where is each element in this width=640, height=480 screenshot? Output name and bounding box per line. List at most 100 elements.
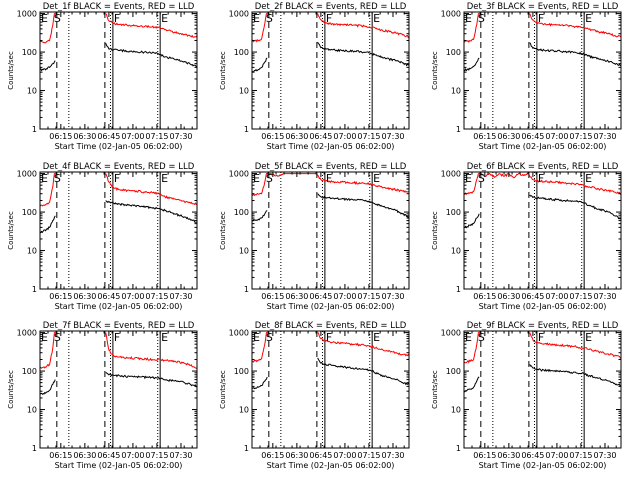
x-tick-label: 06:30 (73, 132, 96, 141)
y-tick-label: 1 (456, 285, 461, 294)
x-tick-label: 06:30 (497, 292, 520, 301)
y-tick-label: 100 (446, 208, 461, 217)
x-axis-label: Start Time (02-Jan-05 06:02:00) (267, 302, 395, 311)
x-tick-label: 06:30 (497, 132, 520, 141)
y-axis-label: Counts/sec (219, 51, 227, 90)
chart-panel-2: Det_2f BLACK = Events, RED = LLD 1 10 100 10… (219, 2, 410, 151)
phase-marker-label: S (478, 172, 485, 185)
x-tick-label: 07:15 (357, 132, 380, 141)
x-axis-label: Start Time (02-Jan-05 06:02:00) (479, 142, 607, 151)
x-tick-label: 07:30 (593, 292, 616, 301)
chart-panel-7: Det_7f BLACK = Events, RED = LLD 1 10 100 10… (7, 321, 198, 470)
y-axis-label: Counts/sec (7, 370, 15, 409)
x-tick-label: 07:00 (333, 132, 356, 141)
x-tick-label: 06:15 (473, 451, 496, 460)
x-axis-label: Start Time (02-Jan-05 06:02:00) (55, 142, 183, 151)
y-tick-label: 10 (27, 247, 37, 256)
y-tick-label: 10 (239, 87, 249, 96)
chart-title: Det_8f BLACK = Events, RED = LLD (255, 321, 407, 331)
chart-panel-5: Det_5f BLACK = Events, RED = LLD 1 10 100 10… (219, 162, 410, 311)
y-tick-label: 10 (451, 87, 461, 96)
y-tick-label: 1000 (441, 329, 461, 338)
phase-marker-label: F (326, 331, 332, 344)
series-lld-line (252, 332, 410, 363)
x-tick-label: 07:15 (569, 292, 592, 301)
phase-marker-label: E (585, 12, 592, 25)
series-lld-line (39, 13, 198, 44)
x-axis-label: Start Time (02-Jan-05 06:02:00) (55, 302, 183, 311)
phase-marker-label: S (266, 331, 273, 344)
x-tick-label: 06:30 (285, 292, 308, 301)
phase-marker-label: E (465, 12, 472, 25)
phase-marker-label: E (253, 12, 260, 25)
phase-marker-label: E (373, 331, 380, 344)
series-lld-line (39, 332, 198, 369)
x-tick-label: 07:00 (121, 292, 144, 301)
x-tick-label: 06:45 (309, 292, 332, 301)
x-tick-label: 07:30 (169, 132, 192, 141)
phase-marker-label: F (538, 12, 544, 25)
chart-title: Det_3f BLACK = Events, RED = LLD (467, 2, 619, 12)
y-tick-label: 100 (22, 48, 37, 57)
y-tick-label: 10 (239, 247, 249, 256)
x-tick-label: 06:15 (49, 451, 72, 460)
phase-marker-label: E (41, 12, 48, 25)
y-tick-label: 1000 (229, 170, 249, 179)
x-tick-label: 06:30 (285, 132, 308, 141)
x-tick-label: 07:15 (569, 451, 592, 460)
phase-marker-label: S (478, 12, 485, 25)
x-tick-label: 07:15 (357, 292, 380, 301)
series-events-line (251, 193, 410, 222)
y-tick-label: 10 (451, 406, 461, 415)
y-tick-label: 100 (446, 367, 461, 376)
plot-frame (39, 171, 198, 290)
plot-frame (463, 171, 622, 290)
x-tick-label: 06:15 (261, 451, 284, 460)
series-events-line (251, 41, 410, 73)
x-tick-label: 07:00 (545, 292, 568, 301)
y-axis-label: Counts/sec (7, 211, 15, 250)
phase-marker-label: E (465, 331, 472, 344)
y-tick-label: 1 (456, 125, 461, 134)
phase-marker-label: E (585, 172, 592, 185)
phase-marker-label: S (54, 331, 61, 344)
x-tick-label: 06:45 (521, 132, 544, 141)
x-tick-label: 06:45 (97, 132, 120, 141)
x-tick-label: 07:00 (545, 132, 568, 141)
x-tick-label: 06:45 (97, 451, 120, 460)
x-tick-label: 07:00 (333, 292, 356, 301)
chart-panel-8: Det_8f BLACK = Events, RED = LLD 1 10 100 10… (219, 321, 410, 470)
y-tick-label: 100 (234, 367, 249, 376)
phase-marker-label: S (266, 172, 273, 185)
x-tick-label: 07:15 (357, 451, 380, 460)
chart-title: Det_9f BLACK = Events, RED = LLD (467, 321, 619, 331)
x-tick-label: 06:15 (261, 292, 284, 301)
series-events-line (251, 357, 410, 390)
y-tick-label: 100 (22, 367, 37, 376)
y-tick-label: 1000 (229, 329, 249, 338)
y-tick-label: 1 (32, 125, 37, 134)
x-tick-label: 07:00 (333, 451, 356, 460)
x-axis-label: Start Time (02-Jan-05 06:02:00) (479, 461, 607, 470)
x-tick-label: 06:45 (309, 451, 332, 460)
x-tick-label: 06:15 (261, 132, 284, 141)
phase-marker-label: E (373, 172, 380, 185)
y-tick-label: 1000 (17, 170, 37, 179)
x-axis-label: Start Time (02-Jan-05 06:02:00) (479, 302, 607, 311)
x-tick-label: 07:30 (169, 451, 192, 460)
x-tick-label: 06:15 (49, 292, 72, 301)
y-tick-label: 1000 (17, 329, 37, 338)
x-tick-label: 07:15 (145, 451, 168, 460)
x-tick-label: 06:15 (473, 132, 496, 141)
phase-marker-label: S (54, 12, 61, 25)
x-axis-label: Start Time (02-Jan-05 06:02:00) (267, 461, 395, 470)
chart-title: Det_2f BLACK = Events, RED = LLD (255, 2, 407, 12)
phase-marker-label: F (538, 331, 544, 344)
series-events-line (463, 42, 622, 72)
x-tick-label: 07:30 (381, 292, 404, 301)
series-events-line (39, 43, 197, 72)
plot-frame (251, 171, 410, 290)
y-tick-label: 100 (446, 48, 461, 57)
x-tick-label: 07:30 (593, 451, 616, 460)
